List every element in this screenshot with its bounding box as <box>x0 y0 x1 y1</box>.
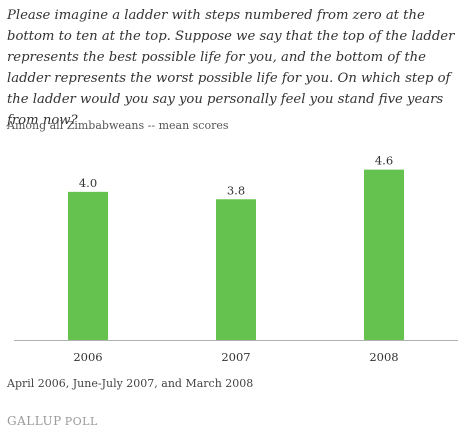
survey-question: Please imagine a ladder with steps numbe… <box>7 8 455 128</box>
x-tick-label-2008: 2008 <box>369 350 398 364</box>
bar-2008 <box>364 169 404 340</box>
brand-suffix: POLL <box>64 415 98 428</box>
data-label-2006: 4.0 <box>79 176 97 190</box>
bars-layer <box>68 169 404 340</box>
x-tick-label-2007: 2007 <box>221 350 250 364</box>
chart-subtitle: Among all Zimbabweans -- mean scores <box>7 119 229 132</box>
gallup-poll-logo: GALLUP POLL <box>7 410 98 429</box>
bar-chart: 4.0 2006 3.8 2007 4.6 2008 <box>14 154 458 364</box>
x-tick-label-2006: 2006 <box>73 350 102 364</box>
date-footnote: April 2006, June-July 2007, and March 20… <box>7 377 254 390</box>
brand-name: GALLUP <box>7 414 62 428</box>
data-label-2007: 3.8 <box>227 183 245 197</box>
labels-layer: 4.0 2006 3.8 2007 4.6 2008 <box>73 154 398 364</box>
data-label-2008: 4.6 <box>375 154 393 168</box>
bar-2007 <box>216 199 256 340</box>
bar-2006 <box>68 191 108 340</box>
